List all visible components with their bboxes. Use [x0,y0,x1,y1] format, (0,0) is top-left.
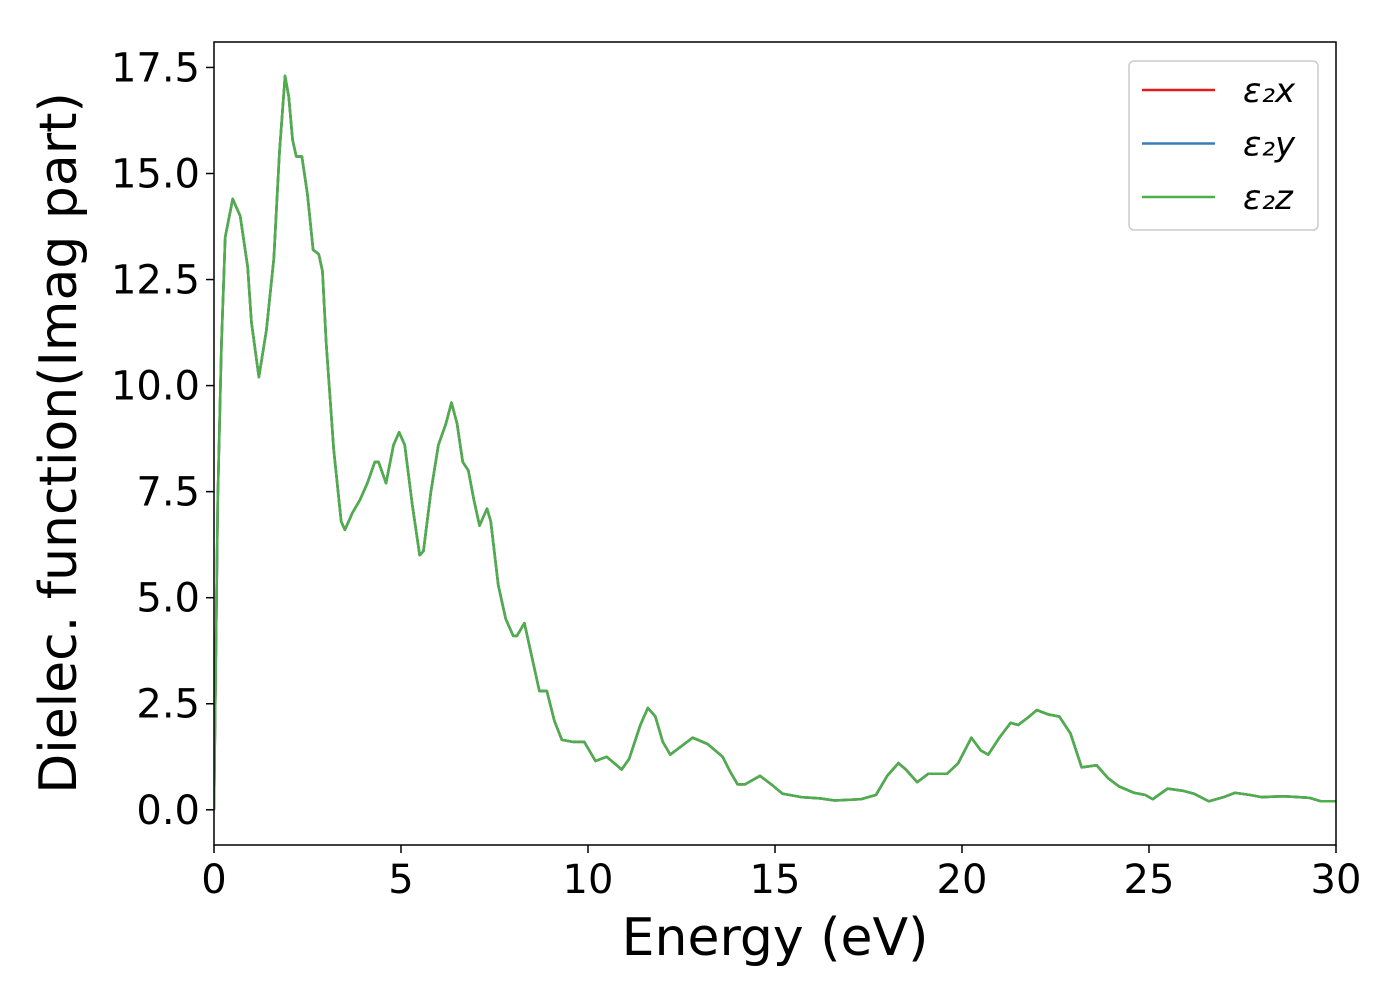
y-tick-label: 2.5 [136,682,200,728]
legend-label: ε₂z [1243,178,1294,218]
y-tick-label: 12.5 [111,258,200,304]
legend-box [1128,60,1319,231]
plot-frame [213,41,1337,846]
x-tick-label: 5 [388,857,413,903]
x-tick-label: 15 [750,857,801,903]
y-tick-label: 5.0 [136,576,200,622]
legend-label: ε₂x [1243,71,1296,111]
y-tick-label: 17.5 [111,45,200,91]
x-tick-label: 25 [1124,857,1175,903]
y-tick-label: 0.0 [136,788,200,834]
y-tick-label: 15.0 [111,152,200,198]
x-tick-label: 20 [937,857,988,903]
y-tick-label: 10.0 [111,364,200,410]
x-axis-label: Energy (eV) [622,908,929,968]
y-tick-label: 7.5 [136,470,200,516]
line [214,74,1336,810]
x-tick-label: 10 [563,857,614,903]
y-axis-label: Dielec. function(Imag part) [29,92,89,794]
x-tick-label: 30 [1311,857,1362,903]
x-tick-label: 0 [201,857,226,903]
legend-label: ε₂y [1243,125,1296,165]
